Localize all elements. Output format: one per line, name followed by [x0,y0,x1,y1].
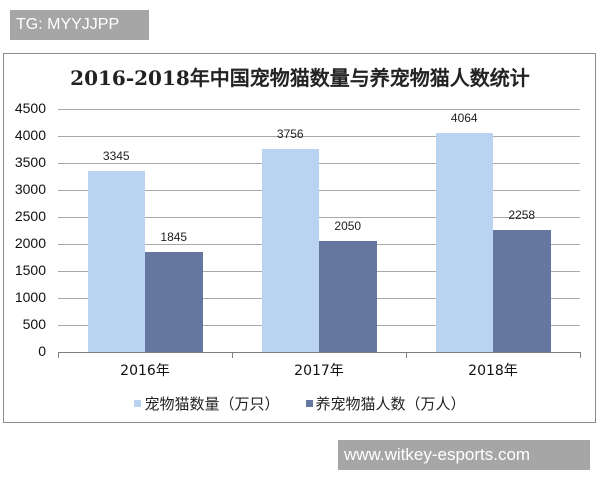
x-category-label: 2018年 [468,363,518,379]
x-axis-tick [580,352,581,358]
y-tick-label: 3500 [14,154,46,170]
y-tick-label: 4000 [14,127,46,143]
x-axis-tick [58,352,59,358]
data-label: 1845 [160,230,188,245]
watermark-bottom-badge: www.witkey-esports.com [338,440,590,470]
x-axis-tick [232,352,233,358]
data-label: 3756 [276,127,304,142]
data-label: 3345 [102,149,130,164]
bar-1-2017年 [261,149,319,352]
bar-2-2017年 [319,241,377,352]
x-category-label: 2017年 [294,363,344,379]
gridline [58,163,580,164]
watermark-top-badge: TG: MYYJJPP [10,10,149,40]
chart-title: 2016-2018年中国宠物猫数量与养宠物猫人数统计 [70,66,530,90]
bar-1-2016年 [87,171,145,352]
y-tick-label: 1500 [14,262,46,278]
legend-label-series2: 养宠物猫人数（万人） [315,395,466,413]
legend-swatch-series2 [305,400,313,407]
legend-item-series2: 养宠物猫人数（万人） [305,393,466,414]
x-category-label: 2016年 [120,363,170,379]
data-label: 2258 [508,208,536,223]
data-label: 4064 [450,110,478,125]
legend-item-series1: 宠物猫数量（万只） [134,393,280,414]
y-tick-label: 3000 [14,181,46,197]
y-tick-label: 2500 [14,208,46,224]
y-tick-label: 1000 [14,289,46,305]
y-tick-label: 4500 [14,100,46,116]
x-axis-tick [406,352,407,358]
y-tick-label: 500 [22,316,46,332]
legend-label-series1: 宠物猫数量（万只） [144,395,280,413]
chart-legend: 宠物猫数量（万只） 养宠物猫人数（万人） [0,393,600,414]
gridline [58,217,580,218]
gridline [58,109,580,110]
legend-swatch-series1 [134,400,142,407]
x-axis-line [58,352,580,353]
y-tick-label: 0 [38,343,46,359]
bar-2-2018年 [493,230,551,352]
bar-1-2018年 [435,132,493,352]
data-label: 2050 [334,219,362,234]
y-tick-label: 2000 [14,235,46,251]
gridline [58,136,580,137]
bar-2-2016年 [145,252,203,352]
gridline [58,190,580,191]
